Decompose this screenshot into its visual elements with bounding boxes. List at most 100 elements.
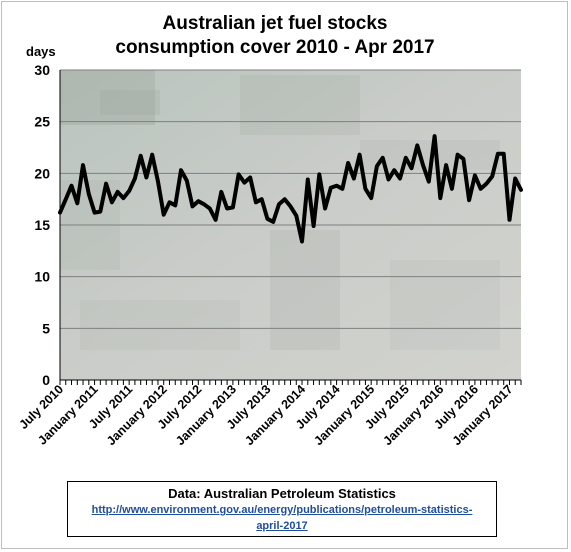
- x-tick-label: January 2014: [242, 382, 308, 448]
- data-point: [185, 179, 188, 182]
- data-point: [214, 218, 217, 222]
- data-point: [346, 161, 350, 165]
- data-point: [393, 169, 396, 172]
- data-point: [174, 204, 177, 207]
- data-point: [502, 152, 505, 155]
- y-tick-label: 20: [34, 165, 50, 181]
- y-tick-label: 10: [34, 269, 50, 285]
- data-point: [479, 187, 482, 191]
- data-point: [220, 190, 223, 194]
- data-point: [133, 177, 137, 180]
- data-point: [231, 206, 235, 209]
- data-point: [225, 207, 229, 210]
- chart-title-line-2: consumption cover 2010 - Apr 2017: [115, 37, 435, 58]
- data-point: [254, 201, 258, 204]
- data-point: [410, 166, 413, 170]
- data-point: [490, 175, 494, 178]
- chart-title-line-1: Australian jet fuel stocks: [162, 13, 388, 34]
- data-point: [312, 224, 315, 228]
- data-point: [450, 187, 454, 191]
- data-point: [456, 153, 459, 156]
- data-point: [398, 177, 402, 180]
- data-point: [323, 207, 327, 210]
- x-tick-label: January 2013: [173, 382, 239, 448]
- y-axis-ticks: 0 5 10 15 20 25 30: [34, 62, 50, 388]
- data-point: [387, 178, 390, 181]
- data-point: [116, 190, 119, 194]
- data-point: [318, 173, 321, 176]
- data-point: [358, 153, 361, 156]
- data-point: [300, 240, 304, 243]
- data-point: [283, 197, 286, 201]
- data-point: [93, 211, 96, 214]
- data-point: [519, 188, 523, 192]
- data-point: [329, 186, 333, 189]
- data-point: [76, 202, 79, 205]
- data-point: [272, 220, 275, 224]
- photo-patch: [390, 260, 500, 350]
- data-point: [70, 184, 73, 187]
- data-point: [99, 210, 102, 213]
- data-point: [139, 154, 142, 157]
- data-point: [243, 181, 246, 184]
- data-point: [64, 197, 67, 201]
- y-tick-label: 25: [34, 114, 50, 130]
- data-point: [197, 200, 200, 203]
- data-point: [352, 177, 356, 180]
- data-point: [110, 201, 114, 204]
- data-point: [260, 197, 263, 201]
- x-tick-label: January 2015: [311, 382, 377, 448]
- data-point: [168, 201, 171, 204]
- data-point: [237, 173, 240, 176]
- data-point: [104, 182, 108, 185]
- data-point: [122, 196, 125, 200]
- data-point: [277, 203, 281, 206]
- data-point: [179, 169, 183, 172]
- data-point: [421, 163, 425, 167]
- data-point: [375, 164, 379, 168]
- x-tick-label: January 2017: [450, 382, 516, 448]
- data-point: [266, 217, 269, 220]
- y-axis-unit-label: days: [26, 44, 56, 59]
- data-point: [127, 189, 131, 193]
- data-point: [462, 157, 465, 161]
- data-point: [335, 184, 338, 187]
- chart-title: Australian jet fuel stocks consumption c…: [60, 12, 490, 60]
- data-point: [248, 176, 252, 179]
- data-point: [485, 182, 488, 185]
- source-link[interactable]: http://www.environment.gov.au/energy/pub…: [91, 504, 473, 532]
- data-point: [369, 196, 373, 200]
- data-point: [467, 199, 471, 202]
- data-point: [151, 153, 154, 156]
- data-point: [58, 211, 62, 214]
- y-tick-label: 30: [34, 62, 50, 78]
- y-tick-label: 0: [42, 372, 50, 388]
- data-point: [87, 192, 91, 196]
- data-point: [162, 213, 165, 216]
- photo-patch: [240, 75, 360, 135]
- data-point: [81, 163, 85, 167]
- data-point: [508, 218, 511, 222]
- data-point: [514, 177, 517, 180]
- data-point: [156, 180, 160, 183]
- data-point: [433, 134, 436, 138]
- data-point: [439, 196, 442, 200]
- y-tick-label: 5: [42, 320, 50, 336]
- series-group: [58, 134, 523, 244]
- x-tick-label: January 2016: [381, 382, 447, 448]
- data-point: [306, 178, 309, 181]
- data-point: [191, 205, 194, 208]
- data-point: [496, 152, 500, 155]
- photo-patch: [100, 90, 160, 115]
- data-point: [364, 187, 367, 191]
- data-point: [202, 203, 206, 206]
- photo-patch: [60, 70, 155, 125]
- data-point: [473, 174, 477, 177]
- data-point: [416, 144, 419, 147]
- data-point: [341, 187, 344, 191]
- data-point: [289, 205, 292, 208]
- data-point: [427, 180, 430, 183]
